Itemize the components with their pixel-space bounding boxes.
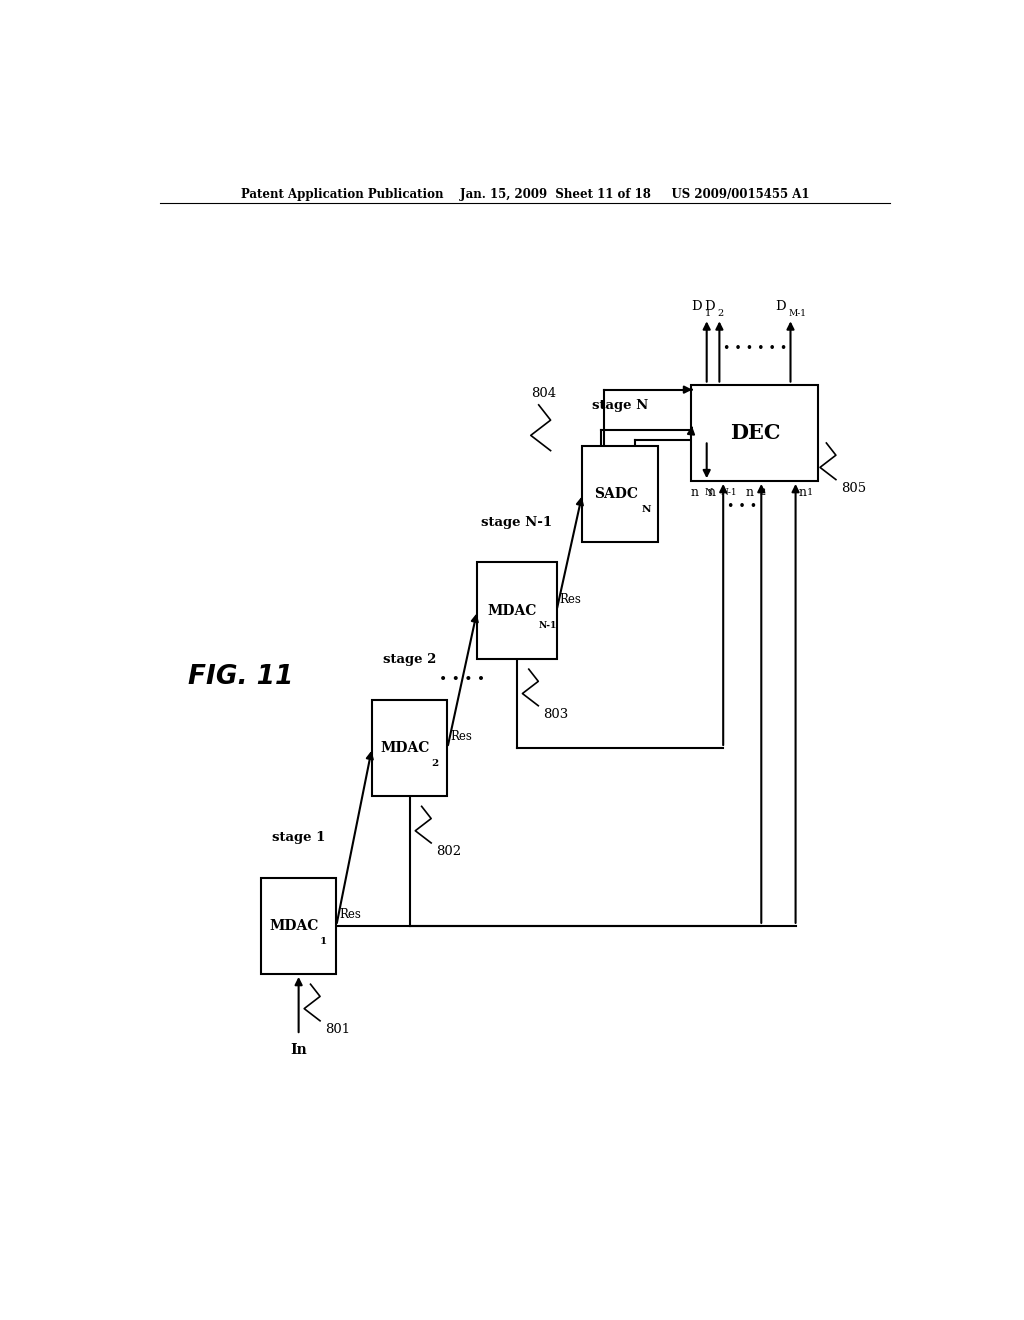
Text: 803: 803	[543, 708, 568, 721]
Text: n: n	[691, 486, 698, 499]
Text: D: D	[691, 301, 701, 313]
Bar	[691, 384, 818, 480]
Text: MDAC: MDAC	[269, 919, 319, 933]
Text: Res: Res	[340, 908, 361, 921]
Text: 1: 1	[321, 936, 328, 945]
Text: stage 2: stage 2	[383, 653, 436, 667]
Text: 801: 801	[325, 1023, 350, 1036]
Text: stage 1: stage 1	[272, 832, 326, 843]
Text: D: D	[705, 301, 715, 313]
Text: stage N-1: stage N-1	[481, 516, 552, 529]
Text: 2: 2	[718, 309, 724, 318]
Text: n: n	[708, 486, 716, 499]
Text: N: N	[641, 504, 651, 513]
Text: 1: 1	[706, 309, 712, 318]
Text: SADC: SADC	[594, 487, 638, 500]
Text: 805: 805	[841, 482, 865, 495]
Text: n: n	[745, 486, 754, 499]
Text: • • • •: • • • •	[439, 672, 485, 686]
Text: MDAC: MDAC	[381, 741, 430, 755]
Text: N-1: N-1	[721, 488, 737, 498]
Text: M-1: M-1	[788, 309, 807, 318]
Text: 1: 1	[807, 488, 813, 498]
Bar	[261, 878, 336, 974]
Text: stage N: stage N	[592, 399, 648, 412]
Text: 804: 804	[530, 387, 556, 400]
Bar	[477, 562, 557, 659]
Bar	[583, 446, 657, 543]
Text: N: N	[705, 488, 713, 498]
Text: FIG. 11: FIG. 11	[187, 664, 293, 690]
Text: Patent Application Publication    Jan. 15, 2009  Sheet 11 of 18     US 2009/0015: Patent Application Publication Jan. 15, …	[241, 189, 809, 202]
Text: D: D	[775, 301, 785, 313]
Text: • • • • • •: • • • • • •	[723, 342, 787, 355]
Text: MDAC: MDAC	[487, 603, 538, 618]
Text: n: n	[799, 486, 807, 499]
Text: 802: 802	[436, 845, 461, 858]
Text: • • •: • • •	[727, 500, 758, 513]
Text: 2: 2	[759, 488, 765, 498]
Text: DEC: DEC	[730, 422, 780, 442]
Text: Res: Res	[560, 593, 582, 606]
Text: N-1: N-1	[539, 622, 557, 631]
Text: In: In	[290, 1043, 307, 1057]
Bar	[372, 700, 447, 796]
Text: Res: Res	[451, 730, 472, 743]
Text: 2: 2	[431, 759, 438, 768]
